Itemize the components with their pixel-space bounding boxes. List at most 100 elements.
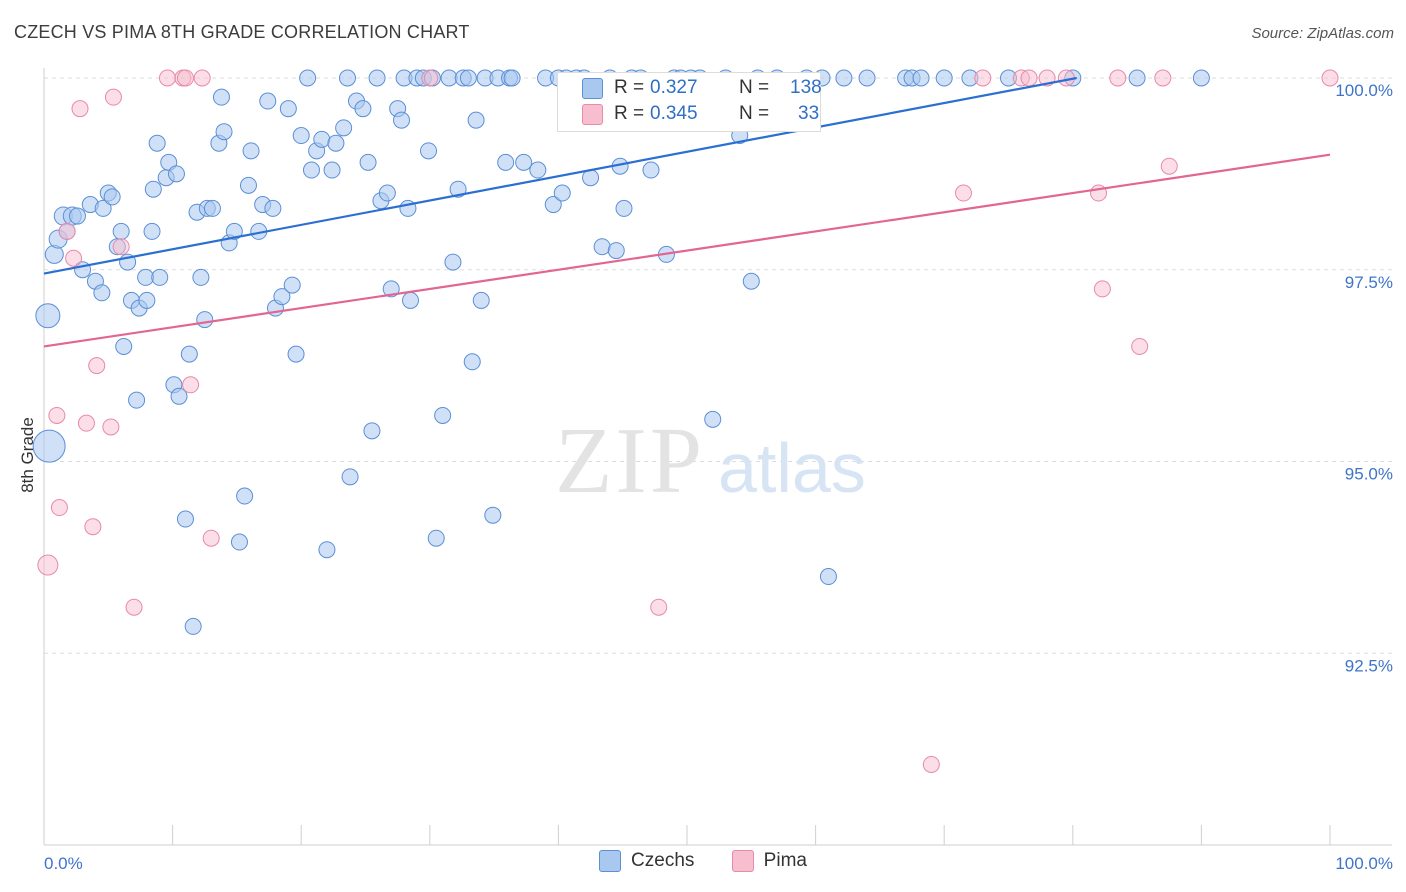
czechs-point	[103, 188, 121, 206]
czechs-point	[94, 199, 112, 217]
czechs-point	[449, 180, 467, 198]
czechs-point	[440, 69, 458, 87]
pima-point	[922, 755, 940, 773]
czechs-point	[497, 153, 515, 171]
czechs-point	[176, 510, 194, 528]
czechs-point	[212, 88, 230, 106]
czechs-point	[704, 410, 722, 428]
pima-point	[58, 222, 76, 240]
czechs-point	[544, 196, 562, 214]
czechs-point	[341, 468, 359, 486]
pima-point	[193, 69, 211, 87]
pima-point	[421, 69, 439, 87]
y-tick-label: 95.0%	[1345, 465, 1393, 484]
czechs-point	[180, 345, 198, 363]
pima-point	[65, 249, 83, 267]
legend-swatch-pima	[731, 850, 754, 872]
czechs-point	[420, 142, 438, 160]
czechs-point	[323, 161, 341, 179]
pima-point	[176, 69, 194, 87]
czechs-point	[93, 284, 111, 302]
czechs-point	[368, 69, 386, 87]
legend-label-pima: Pima	[763, 850, 807, 871]
czechs-point	[259, 92, 277, 110]
pima-point	[37, 554, 59, 576]
czechs-point	[292, 127, 310, 145]
chart-title: CZECH VS PIMA 8TH GRADE CORRELATION CHAR…	[14, 22, 470, 42]
czechs-point	[1128, 69, 1146, 87]
pima-point	[112, 238, 130, 256]
pima-point	[50, 499, 68, 517]
czechs-point	[463, 353, 481, 371]
czechs-point	[393, 111, 411, 129]
czechs-point	[444, 253, 462, 271]
pima-point	[77, 414, 95, 432]
czechs-point	[503, 69, 521, 87]
czechs-point	[402, 291, 420, 309]
czechs-point	[553, 184, 571, 202]
czechs-point	[138, 291, 156, 309]
pima-point	[71, 100, 89, 118]
czechs-point	[935, 69, 953, 87]
pima-point	[1020, 69, 1038, 87]
czechs-point	[184, 617, 202, 635]
czechs-point	[313, 130, 331, 148]
czechs-point	[335, 119, 353, 137]
czechs-point	[148, 134, 166, 152]
grid-lines: 92.5% 95.0% 97.5% 100.0%	[44, 77, 1393, 675]
pima-point	[1131, 337, 1149, 355]
czechs-point	[115, 337, 133, 355]
legend-item-czechs: Czechs	[599, 850, 694, 872]
y-axis-label: 8th Grade	[18, 417, 37, 493]
czechs-point	[327, 134, 345, 152]
watermark: ZIP atlas	[555, 409, 866, 513]
czechs-point	[299, 69, 317, 87]
czechs-point	[225, 222, 243, 240]
pima-swatch	[582, 103, 603, 125]
czechs-point	[642, 161, 660, 179]
bottom-legend: Czechs Pima	[0, 850, 1406, 878]
pima-point	[650, 598, 668, 616]
pima-point	[102, 418, 120, 436]
stats-legend-box: R = 0.327 N = 138 R = 0.345 N = 33	[557, 72, 822, 132]
pima-point	[48, 406, 66, 424]
czechs-point	[151, 268, 169, 286]
czechs-point	[459, 69, 477, 87]
pima-point	[84, 518, 102, 536]
czechs-point	[382, 280, 400, 298]
legend-swatch-czechs	[599, 850, 622, 872]
czechs-point	[515, 153, 533, 171]
czechs-point	[144, 180, 162, 198]
czechs-point	[192, 268, 210, 286]
x-tick-label-min: 0.0%	[44, 854, 83, 873]
czechs-point	[615, 199, 633, 217]
czechs-point	[273, 288, 291, 306]
czechs-point	[359, 153, 377, 171]
czechs-point	[68, 207, 86, 225]
czechs-point	[137, 268, 155, 286]
czechs-point	[287, 345, 305, 363]
czechs-point	[427, 529, 445, 547]
pima-point	[974, 69, 992, 87]
czechs-point	[215, 123, 233, 141]
pima-point	[202, 529, 220, 547]
legend-item-pima: Pima	[731, 850, 807, 872]
pima-n-value: 33	[798, 103, 820, 124]
czechs-trend-line	[43, 76, 1077, 275]
pima-point	[1093, 280, 1111, 298]
czechs-r-value: 0.327	[650, 77, 698, 98]
y-tick-label: 97.5%	[1345, 273, 1393, 292]
czechs-point	[529, 161, 547, 179]
pima-point	[1154, 69, 1172, 87]
legend-label-czechs: Czechs	[631, 850, 695, 871]
czechs-point	[607, 242, 625, 260]
czechs-point	[1192, 69, 1210, 87]
y-tick-label: 92.5%	[1345, 656, 1393, 675]
czechs-point	[858, 69, 876, 87]
watermark-zip: ZIP	[555, 409, 705, 513]
pima-point	[1109, 69, 1127, 87]
czechs-point	[378, 184, 396, 202]
pima-trend-line	[43, 153, 1331, 348]
pima-n-label: N =	[739, 103, 770, 124]
